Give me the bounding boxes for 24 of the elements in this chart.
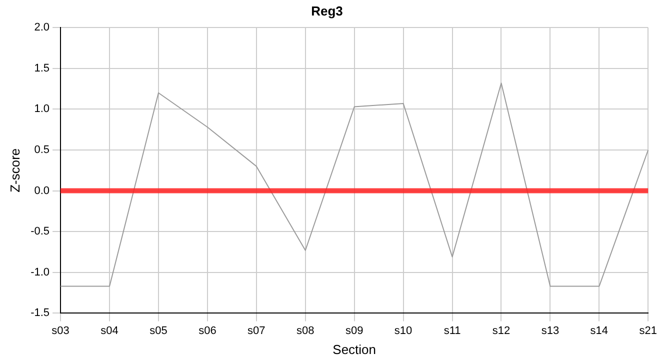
- y-tick-label: 0.5: [34, 144, 50, 156]
- y-tick-label: 0.0: [34, 184, 50, 197]
- y-axis-title: Z-score: [7, 148, 22, 192]
- x-tick-label: s03: [52, 324, 70, 337]
- x-tick-label: s21: [639, 324, 658, 337]
- y-tick-label: -1.0: [30, 266, 50, 278]
- y-tick-label: 2.0: [34, 22, 50, 34]
- chart-title: Reg3: [311, 3, 343, 18]
- x-tick-label: s13: [541, 324, 560, 337]
- x-tick-label: s07: [248, 324, 266, 337]
- y-tick-label: -0.5: [30, 226, 50, 238]
- x-tick-label: s05: [150, 324, 168, 337]
- x-tick-label: s10: [394, 324, 412, 337]
- x-tick-label: s06: [198, 324, 216, 337]
- x-tick-label: s14: [590, 324, 608, 337]
- x-tick-label: s09: [345, 324, 364, 337]
- y-tick-label: 1.5: [34, 62, 50, 74]
- x-tick-label: s08: [296, 324, 314, 337]
- x-tick-label: s11: [444, 324, 461, 337]
- y-tick-label: -1.5: [30, 307, 50, 320]
- y-tick-label: 1.0: [34, 103, 50, 116]
- x-tick-label: s12: [492, 324, 510, 337]
- x-axis-title: Section: [332, 342, 376, 357]
- x-tick-label: s04: [100, 324, 118, 337]
